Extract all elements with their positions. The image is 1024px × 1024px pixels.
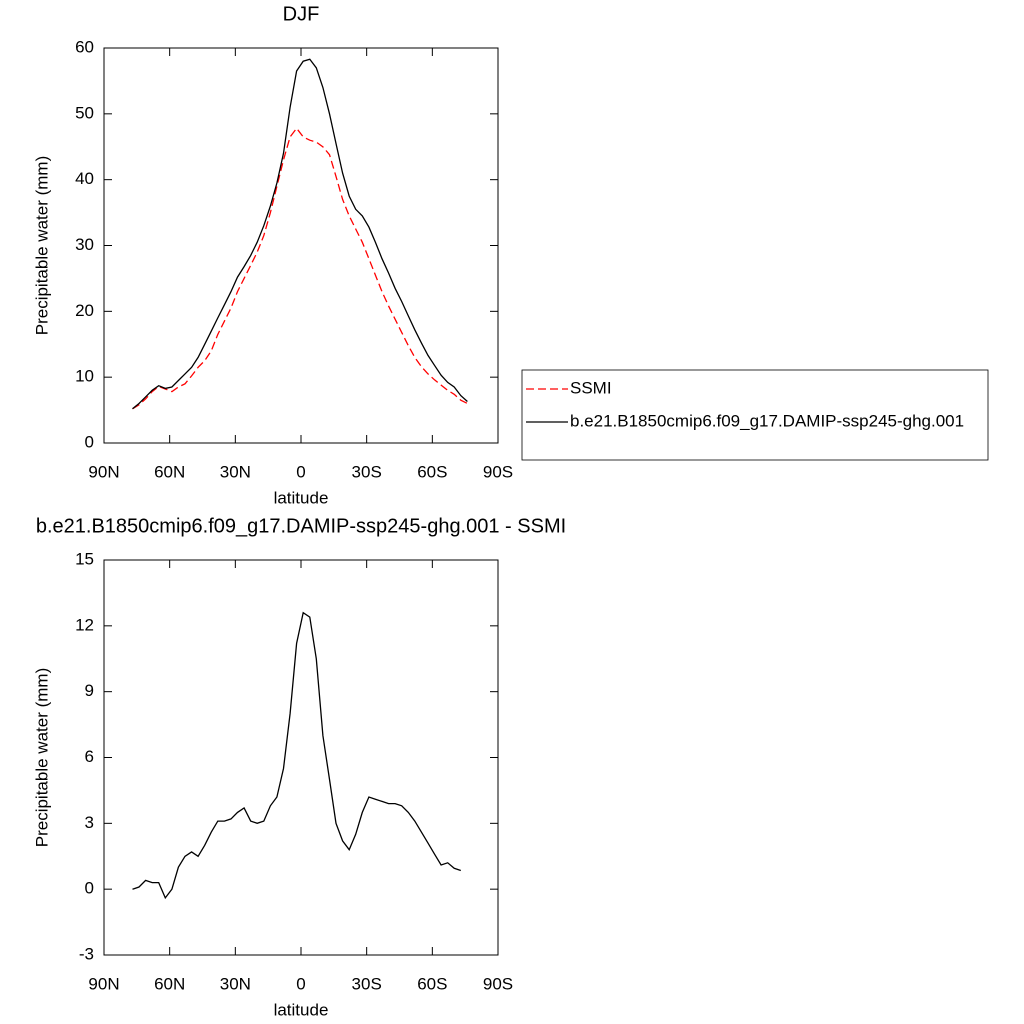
x-tick-label: 30S (352, 974, 382, 993)
y-tick-label: 60 (75, 37, 94, 56)
y-tick-label: 3 (85, 813, 94, 832)
y-axis-label: Precipitable water (mm) (32, 156, 51, 336)
series-line (132, 127, 468, 410)
x-tick-label: 60N (154, 974, 185, 993)
x-tick-label: 60N (154, 462, 185, 481)
y-tick-label: 30 (75, 235, 94, 254)
series-line (132, 58, 468, 410)
y-tick-label: 6 (85, 747, 94, 766)
chart-title: DJF (283, 3, 320, 25)
x-axis-label: latitude (274, 1000, 329, 1019)
y-tick-label: 20 (75, 301, 94, 320)
plot-frame (103, 559, 499, 956)
y-tick-label: 12 (75, 615, 94, 634)
x-tick-label: 90S (483, 974, 513, 993)
y-tick-label: 10 (75, 367, 94, 386)
y-tick-label: 0 (85, 879, 94, 898)
x-tick-label: 30N (220, 462, 251, 481)
plot-frame (103, 47, 499, 444)
y-tick-label: 40 (75, 169, 94, 188)
x-tick-label: 30S (352, 462, 382, 481)
x-tick-label: 30N (220, 974, 251, 993)
y-axis-label: Precipitable water (mm) (32, 668, 51, 848)
x-tick-label: 0 (296, 462, 305, 481)
series-line (132, 611, 462, 900)
y-tick-label: 0 (85, 432, 94, 451)
chart-title: b.e21.B1850cmip6.f09_g17.DAMIP-ssp245-gh… (36, 515, 566, 537)
legend-box (521, 369, 989, 461)
y-tick-label: 15 (75, 549, 94, 568)
legend-label: SSMI (570, 378, 612, 397)
y-tick-label: 50 (75, 103, 94, 122)
x-axis-label: latitude (274, 488, 329, 507)
legend-label: b.e21.B1850cmip6.f09_g17.DAMIP-ssp245-gh… (570, 411, 964, 430)
x-tick-label: 60S (417, 462, 447, 481)
y-tick-label: 9 (85, 681, 94, 700)
x-tick-label: 90N (88, 974, 119, 993)
x-tick-label: 60S (417, 974, 447, 993)
y-tick-label: -3 (79, 944, 94, 963)
x-tick-label: 90S (483, 462, 513, 481)
x-tick-label: 0 (296, 974, 305, 993)
x-tick-label: 90N (88, 462, 119, 481)
